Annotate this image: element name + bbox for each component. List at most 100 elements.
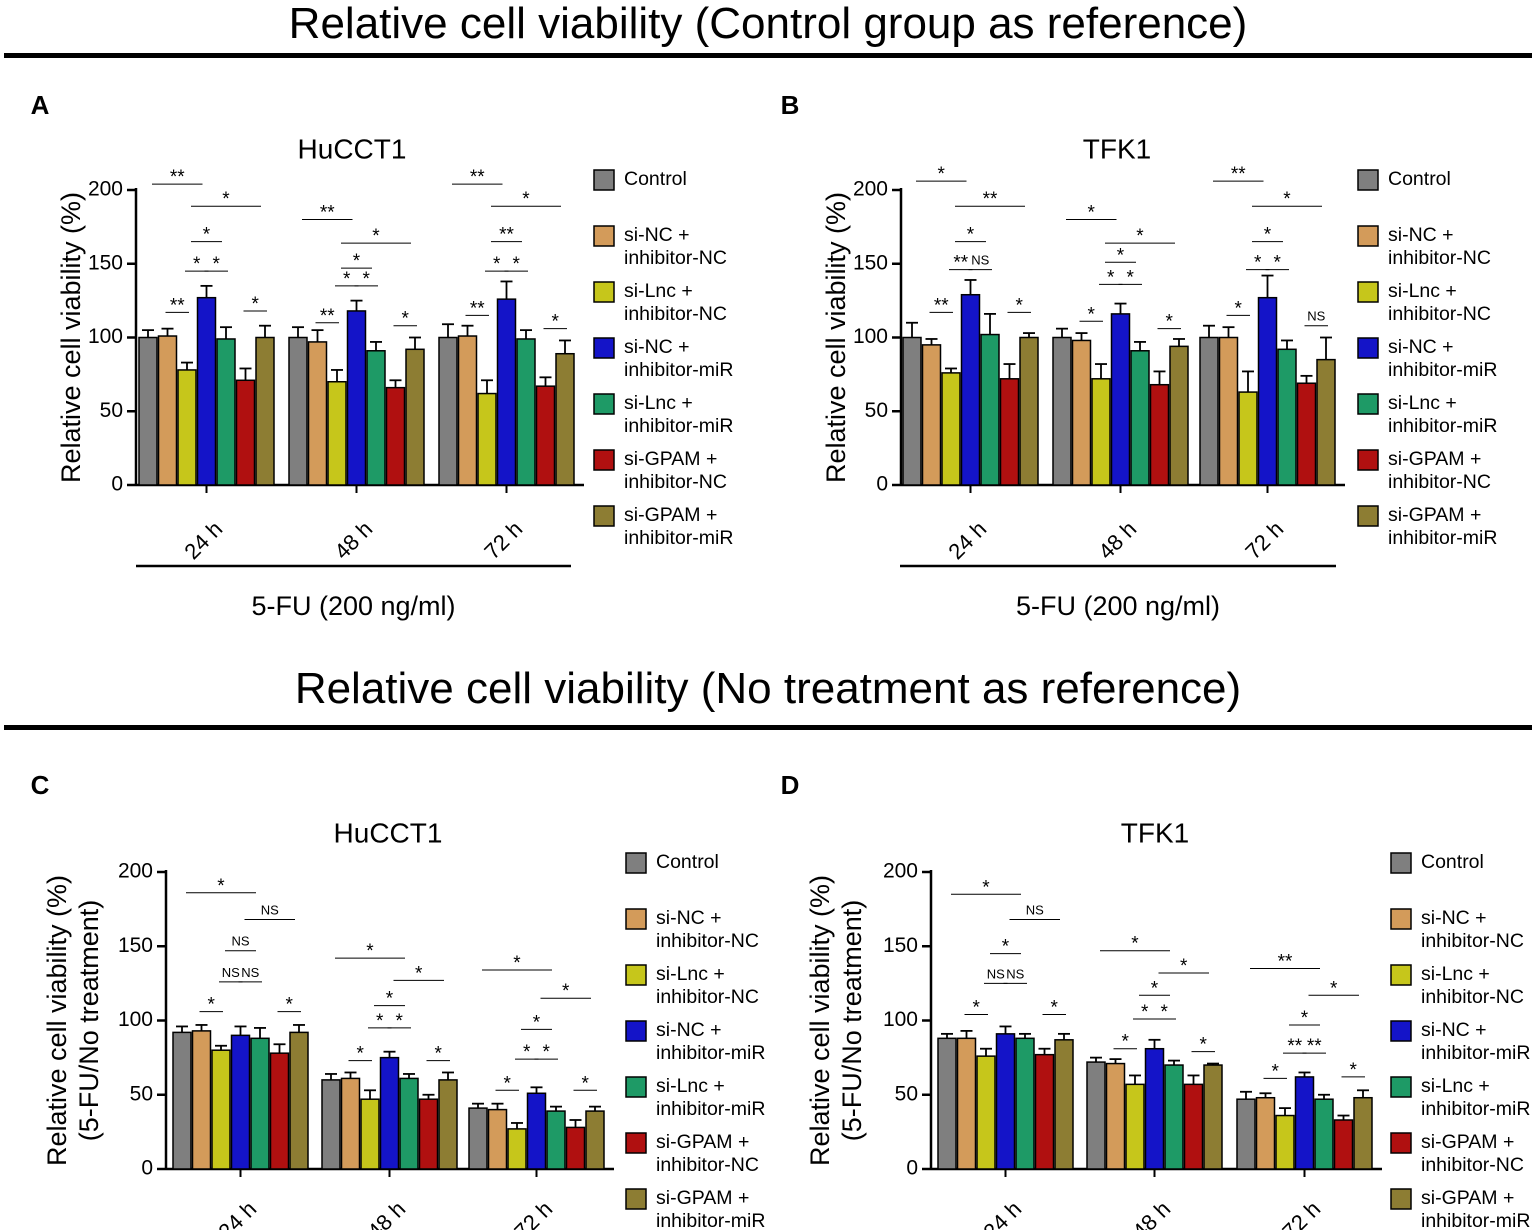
- legend-swatch: [1390, 1020, 1412, 1042]
- bar: [1019, 336, 1039, 486]
- legend-label: si-NC +: [1421, 1019, 1487, 1041]
- bar: [1034, 1053, 1055, 1170]
- legend-label: si-Lnc +: [656, 1075, 725, 1097]
- significance-label: NS: [261, 903, 279, 918]
- chart-title: TFK1: [1083, 133, 1151, 164]
- chart-title: HuCCT1: [334, 817, 443, 848]
- x-tick-label: 72 h: [1240, 516, 1288, 564]
- y-tick-label: 100: [88, 325, 123, 348]
- panel-letter: D: [781, 770, 800, 800]
- significance-label: **: [470, 298, 485, 319]
- legend-swatch: [625, 1020, 647, 1042]
- bar: [360, 1098, 380, 1170]
- legend-label: inhibitor-NC: [1388, 303, 1491, 325]
- bar: [1257, 296, 1278, 486]
- legend-swatch: [625, 1132, 647, 1154]
- significance-label: *: [1283, 189, 1291, 210]
- significance-label: *: [435, 1044, 443, 1065]
- significance-label: *: [343, 269, 351, 290]
- chart-panel-a: A HuCCT1 Relative cell viability (%) 0 50 100…: [31, 90, 734, 621]
- bar: [477, 392, 497, 486]
- significance-label: *: [363, 269, 371, 290]
- bar: [1110, 313, 1131, 486]
- bar: [1199, 336, 1219, 486]
- legend-label: inhibitor-miR: [1388, 415, 1497, 437]
- significance-label: *: [504, 1073, 512, 1094]
- legend-label: inhibitor-NC: [1421, 930, 1524, 952]
- bar: [438, 336, 458, 486]
- y-tick-label: 50: [895, 1082, 918, 1105]
- significance-label: *: [1141, 1002, 1149, 1023]
- legend-swatch: [1357, 449, 1379, 471]
- chart-panel-d: D TFK1 Relative cell viability (%) (5-FU/No…: [781, 770, 1531, 1230]
- significance-label: *: [386, 989, 394, 1010]
- legend-swatch: [1357, 169, 1379, 191]
- y-axis-label: Relative cell viability (%): [805, 875, 835, 1166]
- y-tick-label: 100: [883, 1008, 918, 1031]
- x-tick-label: 48 h: [362, 1196, 410, 1230]
- bar: [346, 310, 367, 486]
- bar: [555, 352, 575, 486]
- significance-label: *: [1016, 295, 1024, 316]
- bar: [1316, 358, 1336, 486]
- legend-label: si-NC +: [1388, 224, 1454, 246]
- y-tick-label: 200: [118, 860, 153, 883]
- bar: [1183, 1083, 1204, 1170]
- bar: [585, 1110, 605, 1170]
- significance-label: **: [1287, 1036, 1302, 1057]
- y-tick-label: 0: [906, 1157, 918, 1180]
- legend-label: si-Lnc +: [656, 963, 725, 985]
- x-tick-label: 72 h: [1277, 1196, 1325, 1230]
- significance-label: *: [217, 876, 225, 897]
- legend-swatch: [593, 225, 615, 247]
- legend-label: si-GPAM +: [1388, 504, 1481, 526]
- legend-label: si-NC +: [1388, 336, 1454, 358]
- bar: [327, 381, 347, 486]
- legend-label: inhibitor-NC: [1421, 986, 1524, 1008]
- legend-swatch: [1390, 852, 1412, 874]
- legend-label: inhibitor-miR: [624, 415, 733, 437]
- significance-label: *: [1301, 1008, 1309, 1029]
- bar: [1236, 1098, 1256, 1170]
- significance-label: *: [1350, 1060, 1358, 1081]
- significance-label: NS: [987, 966, 1005, 981]
- bar: [196, 296, 217, 486]
- significance-label: NS: [1307, 309, 1325, 324]
- significance-label: *: [513, 953, 521, 974]
- legend-label: si-GPAM +: [656, 1131, 749, 1153]
- legend-label: si-GPAM +: [656, 1187, 749, 1209]
- legend-label: si-GPAM +: [1388, 448, 1481, 470]
- bar: [487, 1108, 508, 1170]
- legend-label: si-GPAM +: [624, 504, 717, 526]
- y-tick-label: 150: [883, 934, 918, 957]
- legend-label: inhibitor-miR: [624, 527, 733, 549]
- bar: [1164, 1064, 1184, 1170]
- bar: [1203, 1064, 1223, 1170]
- significance-label: *: [353, 251, 361, 272]
- legend-label: si-NC +: [656, 907, 722, 929]
- bar: [230, 1034, 251, 1170]
- significance-label: *: [1088, 203, 1096, 224]
- significance-label: *: [415, 963, 423, 984]
- bar: [1149, 383, 1170, 486]
- bar: [565, 1126, 586, 1170]
- y-axis-label: (5-FU/No treatment): [74, 900, 104, 1142]
- bar: [526, 1092, 547, 1170]
- significance-label: *: [533, 1012, 541, 1033]
- bar: [1125, 1083, 1145, 1170]
- bar: [1169, 345, 1189, 486]
- bar: [269, 1052, 290, 1170]
- y-tick-label: 0: [141, 1157, 153, 1180]
- y-axis-label: (5-FU/No treatment): [837, 900, 867, 1142]
- y-tick-label: 0: [111, 473, 123, 496]
- bar: [999, 378, 1020, 486]
- legend-label: inhibitor-NC: [624, 471, 727, 493]
- bar: [250, 1037, 270, 1170]
- bar: [405, 348, 425, 486]
- significance-label: *: [402, 309, 410, 330]
- significance-label: *: [523, 1042, 531, 1063]
- bar: [516, 338, 536, 486]
- significance-label: *: [1180, 956, 1188, 977]
- significance-label: **: [1307, 1036, 1322, 1057]
